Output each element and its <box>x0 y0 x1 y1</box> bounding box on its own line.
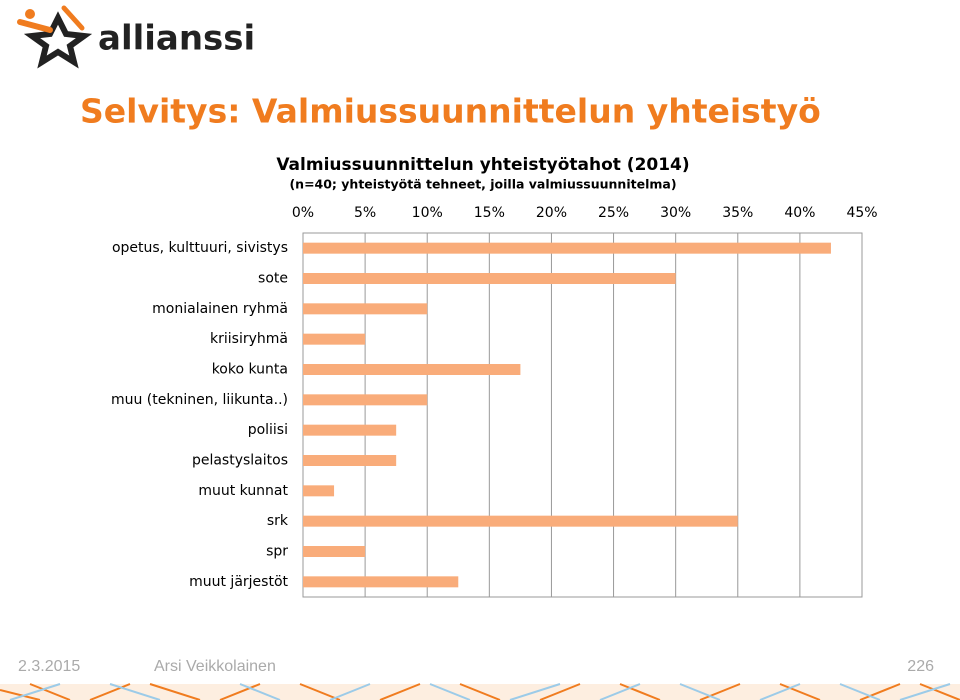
x-tick-label: 5% <box>354 205 376 221</box>
y-tick-label: pelastyslaitos <box>192 453 288 469</box>
x-tick-label: 30% <box>660 205 691 221</box>
y-tick-label: koko kunta <box>212 362 288 378</box>
y-tick-label: monialainen ryhmä <box>152 301 288 317</box>
slide-title: Selvitys: Valmiussuunnittelun yhteistyö <box>80 92 821 131</box>
y-tick-label: muut kunnat <box>198 483 288 499</box>
bar <box>303 455 397 466</box>
plot-frame <box>302 232 863 598</box>
footer-page: 226 <box>907 658 934 675</box>
footer-strip <box>0 683 960 700</box>
footer-author: Arsi Veikkolainen <box>154 658 276 675</box>
bar <box>303 394 428 406</box>
bar <box>303 242 831 254</box>
bar <box>303 576 459 588</box>
y-tick-label: poliisi <box>248 422 288 438</box>
bar <box>303 424 397 436</box>
y-tick-label: spr <box>266 544 288 560</box>
chart-title: Valmiussuunnittelun yhteistyötahot (2014… <box>276 155 689 175</box>
y-tick-label: sote <box>258 271 288 287</box>
bar <box>303 333 366 345</box>
bar <box>303 303 428 315</box>
bar <box>303 546 366 557</box>
bar <box>303 273 676 284</box>
footer-date: 2.3.2015 <box>18 658 80 675</box>
y-tick-label: opetus, kulttuuri, sivistys <box>112 240 288 256</box>
y-tick-label: srk <box>267 513 289 529</box>
x-tick-label: 45% <box>846 205 877 221</box>
logo-mark <box>17 5 93 69</box>
y-tick-label: muu (tekninen, liikunta..) <box>111 392 288 408</box>
bar <box>303 364 521 375</box>
y-tick-label: kriisiryhmä <box>210 331 288 347</box>
x-tick-label: 10% <box>412 205 443 221</box>
x-tick-label: 0% <box>292 205 314 221</box>
x-tick-label: 40% <box>784 205 815 221</box>
x-tick-label: 25% <box>598 205 629 221</box>
x-tick-label: 35% <box>722 205 753 221</box>
logo-text: allianssi <box>98 19 255 59</box>
chart-subtitle: (n=40; yhteistyötä tehneet, joilla valmi… <box>289 177 676 192</box>
bar <box>303 515 738 527</box>
y-tick-label: muut järjestöt <box>189 574 288 590</box>
bar <box>303 485 335 497</box>
x-tick-label: 20% <box>536 205 567 221</box>
x-tick-label: 15% <box>474 205 505 221</box>
